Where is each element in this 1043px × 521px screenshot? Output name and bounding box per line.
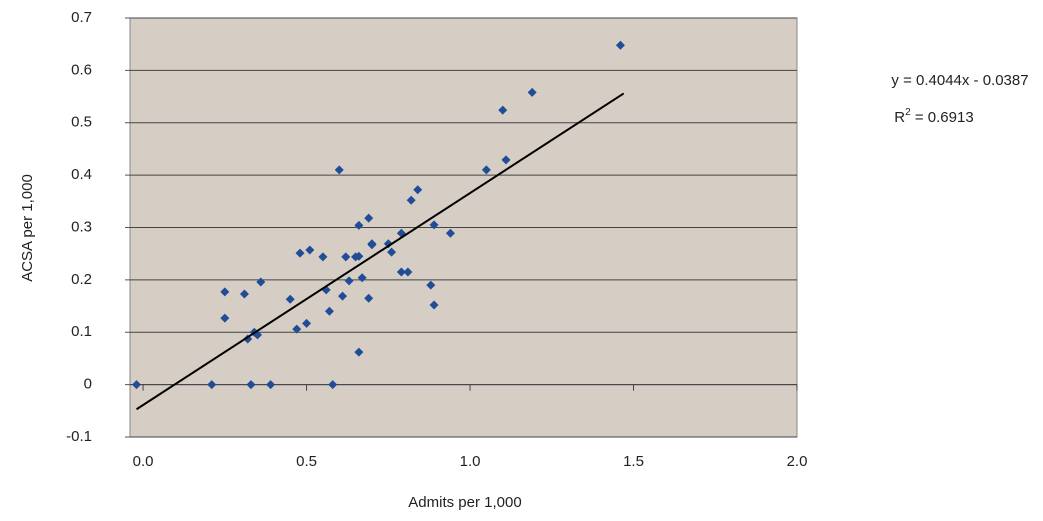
y-tick-label: 0: [84, 376, 92, 393]
x-tick-label: 1.0: [460, 453, 481, 470]
point: [341, 252, 351, 262]
point: [338, 291, 348, 301]
point: [615, 40, 625, 50]
point: [324, 306, 334, 316]
point: [501, 155, 511, 165]
point: [354, 251, 364, 261]
point: [396, 267, 406, 277]
point: [334, 165, 344, 175]
point: [364, 293, 374, 303]
point: [354, 347, 364, 357]
x-tick-label: 1.5: [623, 453, 644, 470]
y-tick-label: 0.1: [71, 323, 92, 340]
y-tick-label: 0.3: [71, 218, 92, 235]
point: [406, 195, 416, 205]
point: [498, 105, 508, 115]
point: [413, 185, 423, 195]
y-tick-label: 0.7: [71, 9, 92, 26]
point: [302, 318, 312, 328]
y-tick-label: 0.4: [71, 166, 92, 183]
point: [220, 287, 230, 297]
point: [207, 380, 217, 390]
y-tick-label: 0.6: [71, 61, 92, 78]
point: [318, 252, 328, 262]
point: [239, 289, 249, 299]
point: [295, 248, 305, 258]
point: [285, 294, 295, 304]
point: [220, 313, 230, 323]
point: [364, 213, 374, 223]
point: [256, 277, 266, 287]
y-axis-label: ACSA per 1,000: [19, 174, 36, 282]
point: [383, 239, 393, 249]
trend-equation: y = 0.4044x - 0.0387: [891, 72, 1028, 89]
trendline: [135, 92, 625, 411]
point: [429, 220, 439, 230]
point: [403, 267, 413, 277]
point: [367, 239, 377, 249]
point: [481, 165, 491, 175]
point: [246, 380, 256, 390]
r-squared-sup: 2: [905, 107, 911, 118]
x-tick-label: 0.5: [296, 453, 317, 470]
point: [292, 324, 302, 334]
point: [132, 380, 142, 390]
point: [354, 220, 364, 230]
point: [426, 280, 436, 290]
point: [344, 276, 354, 286]
y-tick-label: -0.1: [66, 428, 92, 445]
point: [328, 380, 338, 390]
point: [445, 228, 455, 238]
y-tick-label: 0.5: [71, 114, 92, 131]
point: [527, 87, 537, 97]
x-axis-label: Admits per 1,000: [408, 494, 521, 511]
point: [429, 300, 439, 310]
point: [305, 245, 315, 255]
y-tick-label: 0.2: [71, 271, 92, 288]
r-squared: R2 = 0.6913: [894, 107, 973, 126]
x-tick-label: 0.0: [133, 453, 154, 470]
r-squared-base: R: [894, 109, 905, 126]
x-tick-label: 2.0: [787, 453, 808, 470]
point: [266, 380, 276, 390]
point: [387, 247, 397, 257]
r-squared-value: = 0.6913: [911, 109, 974, 126]
point: [357, 273, 367, 283]
